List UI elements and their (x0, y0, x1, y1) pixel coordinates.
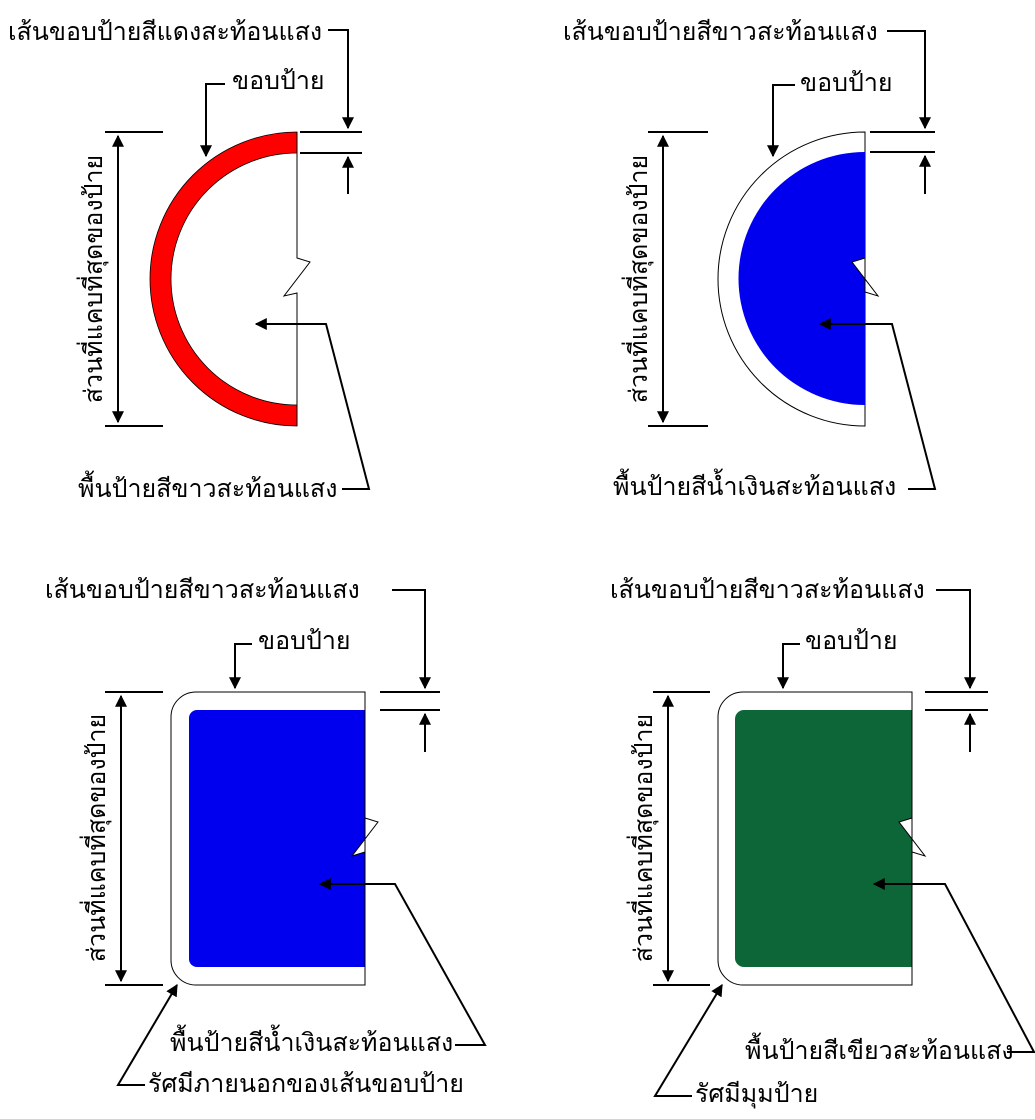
edge-leader-arrow (777, 643, 800, 690)
panel-red-border-semicircle: เส้นขอบป้ายสีแดงสะท้อนแสง ขอบป้าย ส่วนที… (8, 17, 371, 503)
height-label: ส่วนที่แคบที่สุดของป้าย (621, 155, 654, 403)
edge-label: ขอบป้าย (258, 626, 351, 655)
border-label: เส้นขอบป้ายสีขาวสะท้อนแสง (610, 575, 925, 604)
corner-leader-arrow (116, 983, 178, 1086)
green-background-rectangle (735, 710, 912, 967)
notch-break (851, 257, 880, 297)
border-leader-arrow (887, 30, 931, 130)
edge-label: ขอบป้าย (805, 626, 898, 655)
edge-leader-arrow (767, 84, 795, 158)
edge-label: ขอบป้าย (800, 68, 893, 97)
border-leader-arrow (936, 589, 976, 690)
panel-blue-rectangle: เส้นขอบป้ายสีขาวสะท้อนแสง ขอบป้าย ส่วนที… (45, 575, 487, 1098)
edge-leader-arrow (200, 83, 225, 158)
background-label: พื้นป้ายสีน้ำเงินสะท้อนแสง (613, 468, 896, 501)
height-label: ส่วนที่แคบที่สุดของป้าย (76, 155, 109, 403)
edge-label: ขอบป้าย (232, 66, 325, 95)
corner-label: รัศมีภายนอกของเส้นขอบป้าย (148, 1069, 464, 1098)
corner-label: รัศมีมุมป้าย (695, 1079, 818, 1109)
border-leader-arrow (328, 29, 354, 130)
background-leader-arrow (254, 318, 371, 490)
sign-edge-break (282, 132, 311, 426)
panel-green-rectangle: เส้นขอบป้ายสีขาวสะท้อนแสง ขอบป้าย ส่วนที… (610, 575, 1035, 1109)
corner-leader-arrow (653, 983, 723, 1097)
background-leader-arrow (318, 878, 487, 1046)
height-label: ส่วนที่แคบที่สุดของป้าย (79, 714, 112, 962)
height-label: ส่วนที่แคบที่สุดของป้าย (626, 714, 659, 962)
background-leader-arrow (818, 318, 937, 490)
background-leader-arrow (872, 878, 1035, 1053)
background-label: พื้นป้ายสีเขียวสะท้อนแสง (745, 1032, 1014, 1065)
background-label: พื้นป้ายสีขาวสะท้อนแสง (78, 470, 337, 503)
border-label: เส้นขอบป้ายสีขาวสะท้อนแสง (563, 17, 878, 46)
panel-blue-semicircle: เส้นขอบป้ายสีขาวสะท้อนแสง ขอบป้าย ส่วนที… (563, 17, 937, 501)
border-label: เส้นขอบป้ายสีแดงสะท้อนแสง (8, 17, 322, 46)
background-label: พื้นป้ายสีน้ำเงินสะท้อนแสง (170, 1024, 453, 1057)
blue-background-semicircle (738, 152, 865, 406)
border-label: เส้นขอบป้ายสีขาวสะท้อนแสง (45, 575, 360, 604)
blue-background-rectangle (189, 710, 365, 967)
border-leader-arrow (392, 589, 431, 690)
red-border-ring (149, 131, 298, 427)
edge-leader-arrow (229, 643, 252, 690)
